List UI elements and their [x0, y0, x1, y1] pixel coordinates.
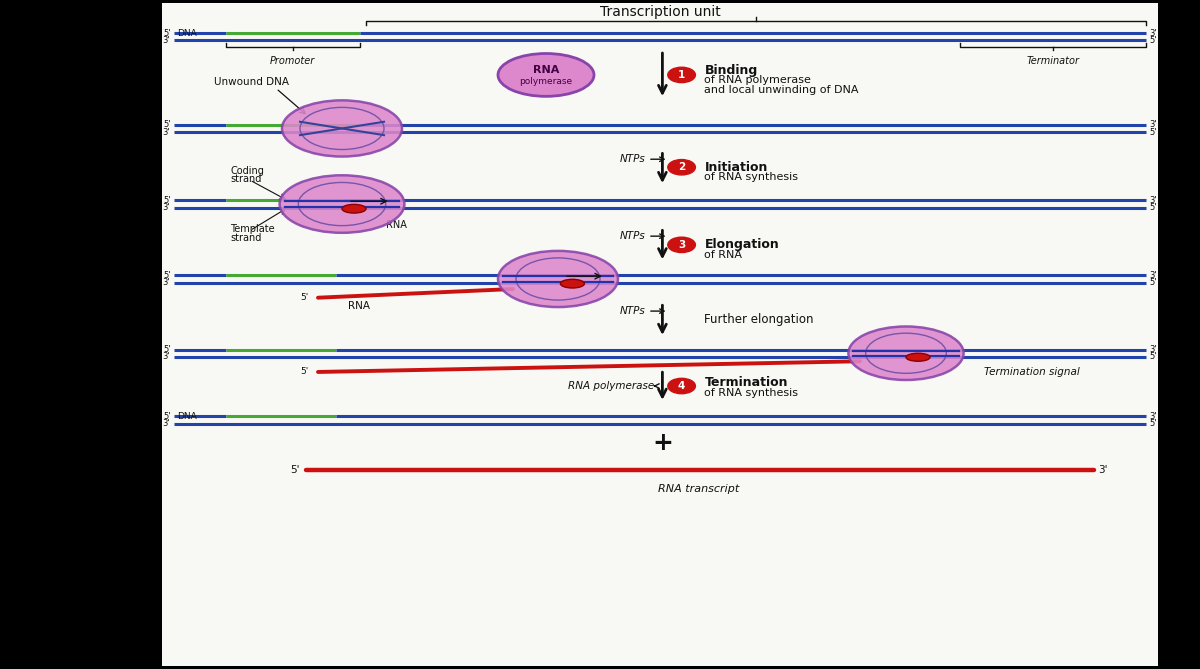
Text: DNA: DNA — [178, 29, 197, 37]
Text: 3': 3' — [163, 278, 170, 287]
Text: 4: 4 — [678, 381, 685, 391]
Text: 5': 5' — [300, 367, 308, 377]
Text: 3': 3' — [1150, 196, 1157, 205]
Text: of RNA synthesis: of RNA synthesis — [704, 173, 798, 182]
Text: RNA polymerase: RNA polymerase — [568, 381, 654, 391]
Circle shape — [667, 379, 695, 393]
Ellipse shape — [498, 54, 594, 96]
Text: RNA: RNA — [533, 66, 559, 75]
Text: 5': 5' — [1150, 36, 1157, 45]
Text: 5': 5' — [290, 465, 300, 474]
Text: strand: strand — [230, 233, 262, 243]
Text: 5': 5' — [163, 345, 170, 354]
Text: 5': 5' — [163, 120, 170, 129]
Text: Binding: Binding — [704, 64, 757, 77]
Text: RNA: RNA — [348, 301, 370, 310]
Text: NTPs: NTPs — [620, 155, 646, 164]
FancyBboxPatch shape — [162, 3, 1158, 666]
Text: Template: Template — [230, 225, 275, 234]
Text: Elongation: Elongation — [704, 238, 779, 252]
Text: 5': 5' — [163, 271, 170, 280]
Text: RNA: RNA — [385, 221, 407, 230]
Text: polymerase: polymerase — [520, 77, 572, 86]
Circle shape — [667, 160, 695, 175]
Text: of RNA: of RNA — [704, 250, 743, 260]
Ellipse shape — [560, 280, 584, 288]
Text: Termination: Termination — [704, 376, 788, 389]
Text: DNA: DNA — [178, 412, 197, 421]
Text: Transcription unit: Transcription unit — [600, 5, 720, 19]
Text: Initiation: Initiation — [704, 161, 768, 174]
Text: and local unwinding of DNA: and local unwinding of DNA — [704, 86, 859, 95]
Text: +: + — [652, 431, 673, 455]
Text: 3': 3' — [1150, 29, 1157, 37]
Text: 3: 3 — [678, 240, 685, 250]
Ellipse shape — [282, 100, 402, 157]
Ellipse shape — [342, 205, 366, 213]
Text: 5': 5' — [163, 29, 170, 37]
Text: 5': 5' — [1150, 128, 1157, 136]
Text: 3': 3' — [163, 203, 170, 212]
Text: 3': 3' — [163, 353, 170, 361]
Text: 2: 2 — [678, 163, 685, 172]
Circle shape — [667, 237, 695, 253]
Text: 3': 3' — [1150, 345, 1157, 354]
Text: NTPs: NTPs — [620, 231, 646, 241]
Text: 5': 5' — [1150, 353, 1157, 361]
Text: 5': 5' — [1150, 278, 1157, 287]
Text: Coding: Coding — [230, 166, 264, 175]
Text: Unwound DNA: Unwound DNA — [215, 77, 289, 87]
Text: 3': 3' — [1150, 271, 1157, 280]
Text: Promoter: Promoter — [270, 56, 316, 66]
Text: NTPs: NTPs — [620, 306, 646, 316]
Text: 5': 5' — [1150, 419, 1157, 428]
Text: 3': 3' — [163, 419, 170, 428]
Text: 3': 3' — [1098, 465, 1108, 474]
Ellipse shape — [280, 175, 404, 233]
Ellipse shape — [848, 326, 964, 380]
Text: strand: strand — [230, 175, 262, 184]
Text: Terminator: Terminator — [1026, 56, 1080, 66]
Text: 3': 3' — [163, 36, 170, 45]
Text: 5': 5' — [300, 293, 308, 302]
Text: 3': 3' — [1150, 120, 1157, 129]
Text: 1: 1 — [678, 70, 685, 80]
Text: 5': 5' — [163, 196, 170, 205]
Text: 3': 3' — [163, 128, 170, 136]
Text: of RNA synthesis: of RNA synthesis — [704, 388, 798, 397]
Text: Further elongation: Further elongation — [704, 313, 814, 326]
Text: 5': 5' — [1150, 203, 1157, 212]
Text: RNA transcript: RNA transcript — [658, 484, 739, 494]
Circle shape — [667, 68, 695, 82]
Text: of RNA polymerase: of RNA polymerase — [704, 76, 811, 85]
Text: Termination signal: Termination signal — [984, 367, 1080, 377]
Text: 3': 3' — [1150, 412, 1157, 421]
Text: 5': 5' — [163, 412, 170, 421]
Ellipse shape — [498, 251, 618, 307]
Ellipse shape — [906, 353, 930, 361]
